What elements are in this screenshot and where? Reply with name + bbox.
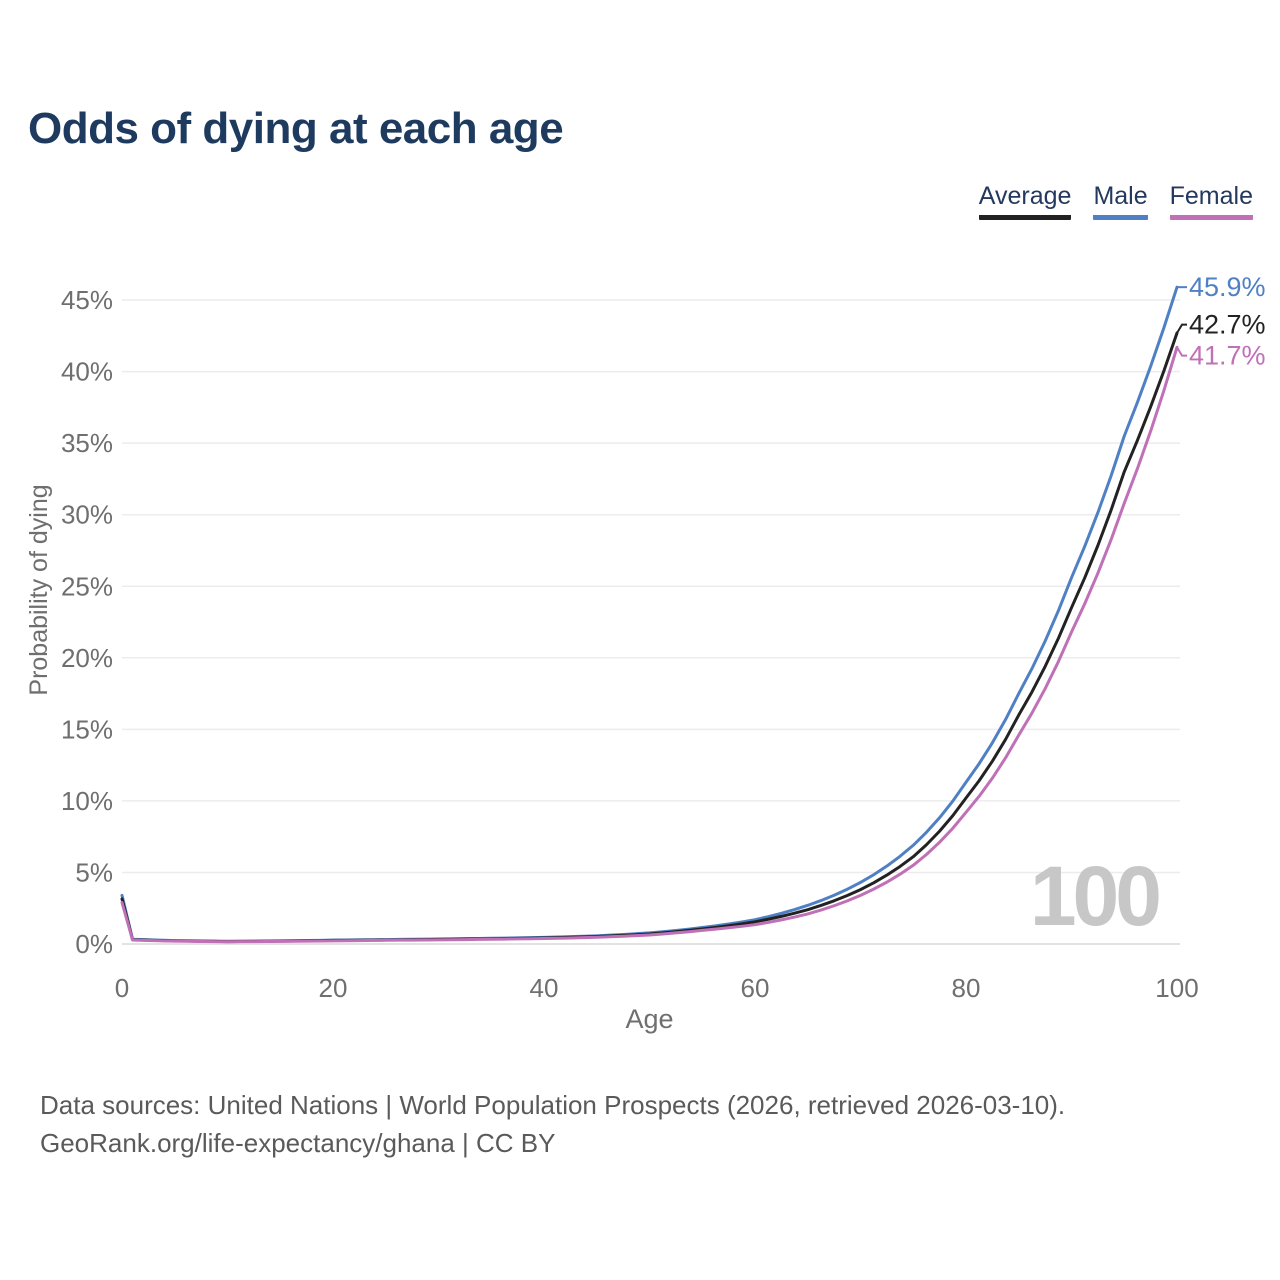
x-tick-label: 100 <box>1155 973 1198 1003</box>
x-tick-label: 60 <box>741 973 770 1003</box>
y-tick-label: 15% <box>61 714 113 744</box>
y-tick-label: 20% <box>61 643 113 673</box>
legend-item-female[interactable]: Female <box>1169 182 1253 220</box>
y-tick-label: 30% <box>61 500 113 530</box>
y-tick-label: 25% <box>61 571 113 601</box>
y-axis-title: Probability of dying <box>25 484 53 695</box>
legend-item-average[interactable]: Average <box>978 182 1072 220</box>
y-tick-label: 35% <box>61 428 113 458</box>
footer-data-sources: Data sources: United Nations | World Pop… <box>40 1090 1066 1120</box>
footer-attribution: GeoRank.org/life-expectancy/ghana | CC B… <box>40 1128 556 1158</box>
y-tick-label: 5% <box>75 857 113 887</box>
series-line-female <box>120 345 1179 944</box>
series-line-average <box>120 331 1179 944</box>
chart-watermark: 100 <box>1030 849 1159 943</box>
legend-item-male[interactable]: Male <box>1093 182 1148 220</box>
y-tick-label: 45% <box>61 285 113 315</box>
x-tick-label: 0 <box>115 973 129 1003</box>
x-tick-label: 40 <box>530 973 559 1003</box>
series-end-label-average: 42.7% <box>1189 310 1266 340</box>
y-tick-label: 0% <box>75 929 113 959</box>
footer: Data sources: United Nations | World Pop… <box>40 1086 1065 1162</box>
end-label-leader <box>1176 323 1187 334</box>
x-tick-label: 80 <box>952 973 981 1003</box>
y-tick-label: 40% <box>61 357 113 387</box>
x-axis-title: Age <box>625 1004 673 1034</box>
x-tick-label: 20 <box>319 973 348 1003</box>
series-end-label-female: 41.7% <box>1189 341 1266 371</box>
series-line-male <box>120 285 1179 943</box>
series-end-label-male: 45.9% <box>1189 272 1266 302</box>
y-tick-label: 10% <box>61 786 113 816</box>
end-label-leader <box>1176 346 1187 357</box>
chart-title: Odds of dying at each age <box>28 104 564 153</box>
legend: Average Male Female <box>978 182 1253 220</box>
